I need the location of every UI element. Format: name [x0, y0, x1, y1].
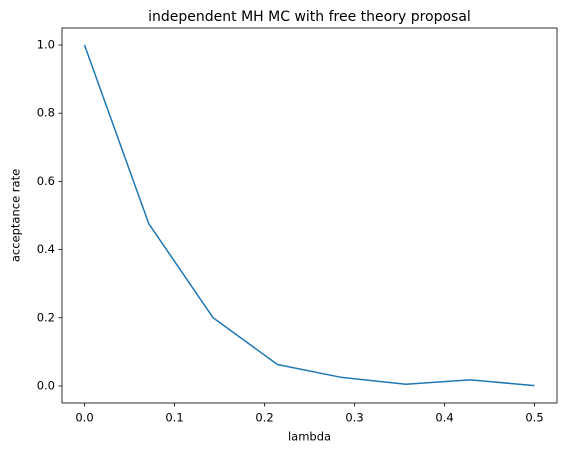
y-tick-label: 0.2: [37, 310, 55, 324]
y-tick-label: 0.6: [37, 174, 55, 188]
y-tick-label: 1.0: [37, 38, 55, 52]
chart-title: independent MH MC with free theory propo…: [148, 9, 471, 25]
x-tick-label: 0.2: [255, 411, 273, 425]
x-tick-label: 0.1: [165, 411, 183, 425]
line: [83, 44, 535, 387]
y-tick-label: 0.8: [37, 106, 55, 120]
x-tick-label: 0.5: [525, 411, 543, 425]
x-tick-label: 0.4: [435, 411, 453, 425]
y-tick-label: 0.0: [37, 378, 55, 392]
x-tick-label: 0.0: [75, 411, 93, 425]
x-tick-label: 0.3: [345, 411, 363, 425]
x-axis-label: lambda: [288, 430, 331, 444]
y-axis-label: acceptance rate: [9, 169, 23, 262]
axes-frame: [61, 27, 558, 404]
y-tick-label: 0.4: [37, 242, 55, 256]
